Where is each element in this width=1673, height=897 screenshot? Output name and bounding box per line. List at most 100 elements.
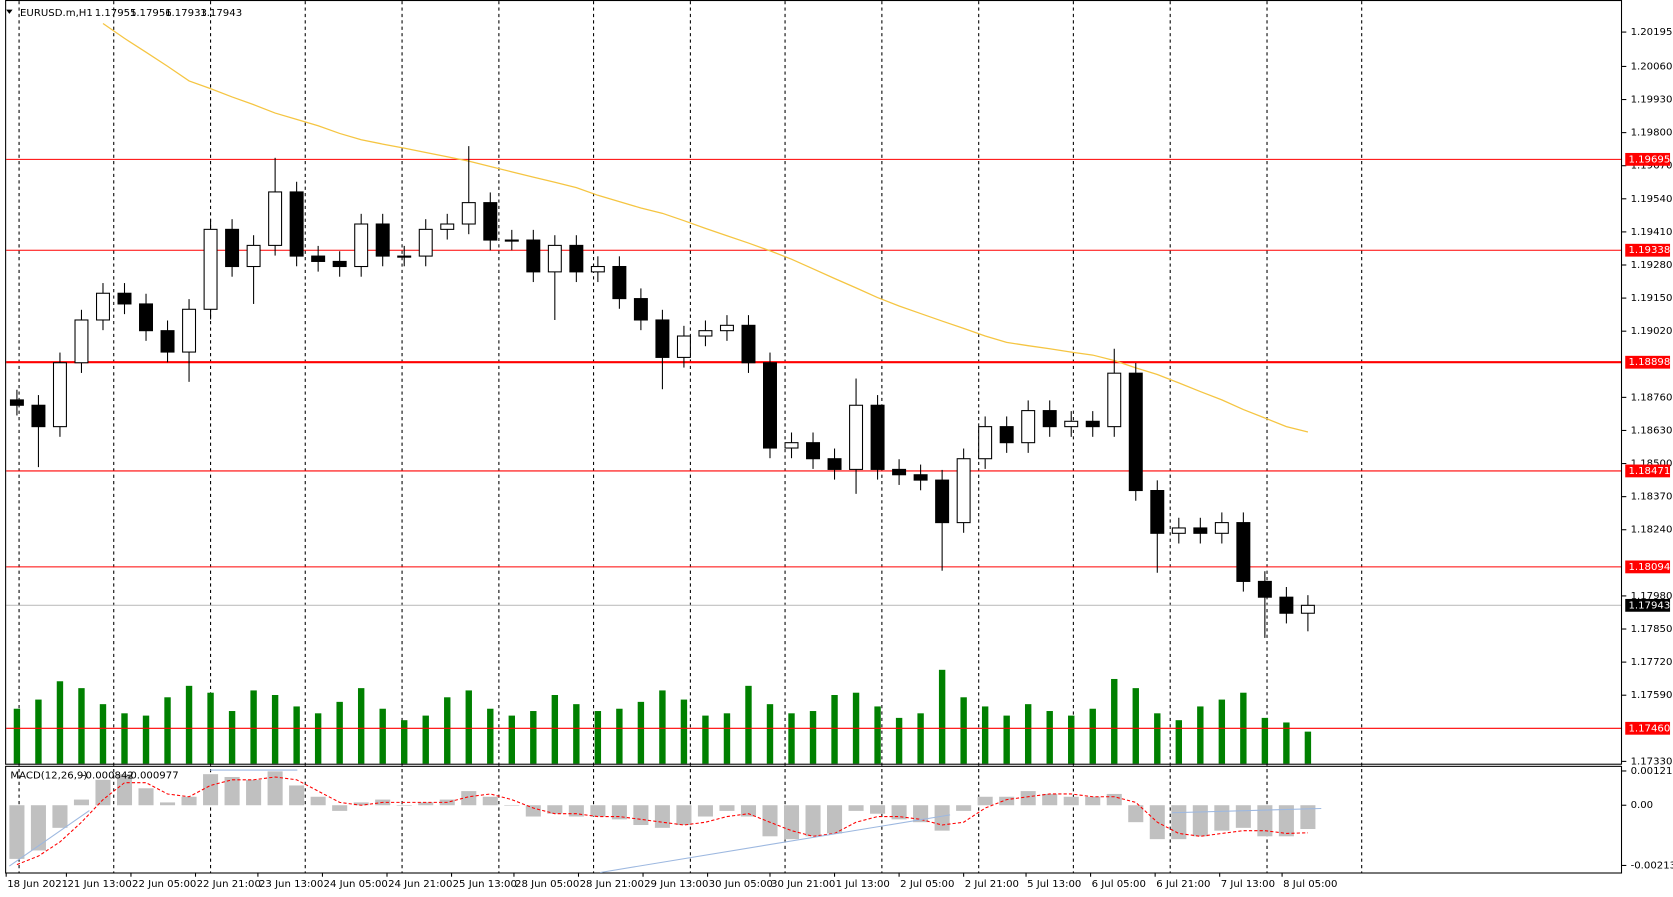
x-tick-label: 6 Jul 05:00	[1092, 879, 1146, 890]
candle-body	[1021, 410, 1036, 444]
macd-bar	[525, 805, 541, 817]
macd-frame	[5, 765, 1623, 874]
macd-bar	[697, 805, 713, 817]
macd-y-tick-label: 0.00	[1631, 800, 1654, 811]
x-tick-label: 1 Jul 13:00	[836, 879, 890, 890]
volume-bar	[401, 720, 408, 764]
volume-bar	[530, 711, 537, 764]
y-tick-label: 1.18500	[1631, 459, 1673, 470]
macd-y-tick-label: -0.002132	[1631, 860, 1673, 871]
macd-bar	[1042, 793, 1058, 806]
level-label: 1.19338	[1628, 245, 1670, 256]
header-low: 1.17933	[165, 8, 207, 19]
y-tick-label: 1.17590	[1631, 690, 1673, 701]
x-tick-label: 6 Jul 21:00	[1156, 879, 1210, 890]
volume-bar	[895, 717, 903, 764]
macd-bar	[547, 805, 563, 814]
macd-bar	[482, 796, 498, 806]
candle-body	[763, 362, 777, 449]
macd-bar	[1106, 793, 1122, 806]
volume-bar	[1304, 731, 1312, 764]
volume-bar	[659, 690, 666, 764]
macd-bar	[740, 805, 757, 817]
macd-bar	[73, 799, 89, 806]
volume-bar	[938, 669, 946, 764]
volume-bar	[702, 715, 709, 764]
macd-bar	[719, 805, 735, 811]
volume-bar	[357, 688, 365, 764]
macd-bar	[611, 805, 627, 820]
level-label: 1.18898	[1628, 357, 1670, 368]
header-high: 1.17956	[130, 8, 172, 19]
candle-body	[569, 244, 584, 273]
candle-body	[504, 239, 519, 242]
x-tick-label: 28 Jun 21:00	[580, 879, 644, 890]
candle-body	[741, 324, 756, 364]
macd-bar	[1171, 805, 1187, 840]
header-close: 1.17943	[200, 8, 242, 19]
candle-body	[1171, 527, 1186, 534]
candle-body	[978, 426, 993, 460]
candle-body	[397, 255, 412, 258]
macd-bar	[870, 805, 886, 814]
macd-bar	[590, 805, 606, 817]
candle-body	[139, 303, 154, 332]
macd-bar	[934, 805, 950, 831]
trend-line	[1171, 807, 1322, 814]
level-label-bg	[1625, 152, 1671, 166]
macd-bar	[891, 805, 907, 820]
level-label-bg	[1625, 464, 1671, 478]
candle-body	[655, 319, 670, 358]
x-tick-label: 28 Jun 05:00	[515, 879, 579, 890]
volume-bar	[745, 685, 752, 764]
macd-signal-value: -0.000977	[127, 770, 179, 781]
candle-body	[246, 244, 261, 268]
trend-line	[600, 814, 951, 873]
y-tick-label: 1.19800	[1631, 128, 1673, 139]
volume-bar	[616, 708, 623, 764]
x-tick-label: 18 Jun 2021	[7, 879, 68, 890]
header-open: 1.17955	[95, 8, 137, 19]
volume-bar	[1132, 688, 1139, 764]
macd-signal	[16, 776, 1308, 866]
macd-bar	[827, 805, 843, 834]
volume-bar	[680, 699, 688, 764]
volume-bar	[1003, 715, 1010, 764]
macd-main-value: -0.000842	[82, 770, 134, 781]
macd-bar	[224, 776, 240, 806]
candle-body	[999, 426, 1014, 444]
y-tick-label: 1.18240	[1631, 525, 1673, 536]
front-layer: EURUSD.m,H1 1.17955 1.17956 1.17933 1.17…	[5, 8, 1673, 890]
level-label-bg	[1625, 721, 1671, 735]
macd-bar	[138, 788, 154, 806]
candle-body	[9, 399, 24, 406]
macd-bar	[30, 805, 46, 851]
volume-bar	[293, 706, 300, 764]
candle-body	[935, 479, 950, 524]
macd-bar	[848, 805, 864, 811]
volume-bar	[594, 711, 602, 764]
x-tick-label: 24 Jun 21:00	[388, 879, 452, 890]
x-tick-label: 22 Jun 05:00	[132, 879, 196, 890]
candle-body	[1107, 372, 1122, 428]
volume-bar	[831, 694, 838, 764]
volume-bar	[809, 711, 817, 764]
macd-bar	[353, 802, 369, 806]
macd-title: MACD(12,26,9)	[10, 770, 87, 781]
macd-bar	[676, 805, 692, 826]
macd-bar	[1192, 805, 1208, 837]
volume-bar	[1218, 699, 1226, 764]
macd-bar	[913, 805, 929, 823]
candle-body	[956, 458, 971, 524]
candle-body	[225, 228, 240, 268]
macd-bar	[1063, 796, 1079, 806]
macd-bar	[1085, 796, 1101, 806]
volume-bar	[1175, 720, 1183, 764]
volume-bar	[336, 701, 343, 764]
moving-average	[102, 22, 1309, 433]
main-layer	[6, 22, 1623, 866]
volume-bar	[228, 711, 236, 764]
symbol-title: EURUSD.m,H1	[20, 8, 93, 19]
volume-bar	[1024, 704, 1032, 764]
